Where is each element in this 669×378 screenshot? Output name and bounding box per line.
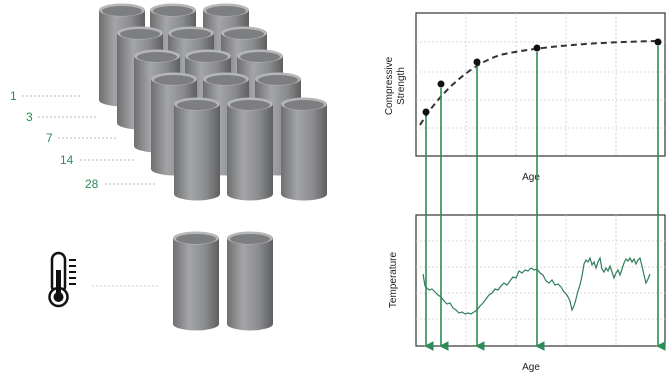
cylinder-row5-2 — [227, 97, 273, 201]
strength-chart-frame — [415, 12, 666, 157]
strength-ylabel-line1: Compressive — [384, 56, 395, 115]
concrete-cylinders — [99, 3, 327, 331]
strength-point-14 — [533, 44, 541, 52]
strength-point-28 — [654, 38, 662, 46]
temperature-chart-frame — [415, 214, 666, 347]
age-label-14: 14 — [60, 153, 74, 167]
age-label-28: 28 — [85, 177, 99, 191]
temperature-chart: Temperature Age — [388, 214, 666, 373]
temperature-trace — [422, 256, 651, 315]
strength-point-7 — [473, 58, 481, 66]
cylinder-row5-1 — [174, 97, 220, 201]
cylinder-temperature-1 — [173, 231, 219, 331]
temperature-ylabel: Temperature — [388, 251, 399, 308]
strength-xlabel: Age — [522, 172, 540, 183]
temperature-chart-grid — [416, 215, 665, 346]
cylinder-temperature-2 — [227, 231, 273, 331]
age-arrows — [424, 46, 666, 351]
temperature-xlabel: Age — [522, 362, 540, 373]
age-label-1: 1 — [10, 89, 17, 103]
strength-chart-grid — [416, 13, 665, 156]
strength-point-1 — [422, 108, 430, 116]
age-label-3: 3 — [26, 110, 33, 124]
age-label-7: 7 — [46, 131, 53, 145]
strength-point-3 — [437, 80, 445, 88]
thermometer-icon — [48, 251, 76, 308]
strength-ylabel-line2: Strength — [396, 67, 407, 105]
strength-chart: Compressive Strength Age — [384, 12, 666, 183]
cylinder-row5-3 — [281, 97, 327, 201]
age-labels: 1 3 7 14 28 — [10, 89, 156, 191]
